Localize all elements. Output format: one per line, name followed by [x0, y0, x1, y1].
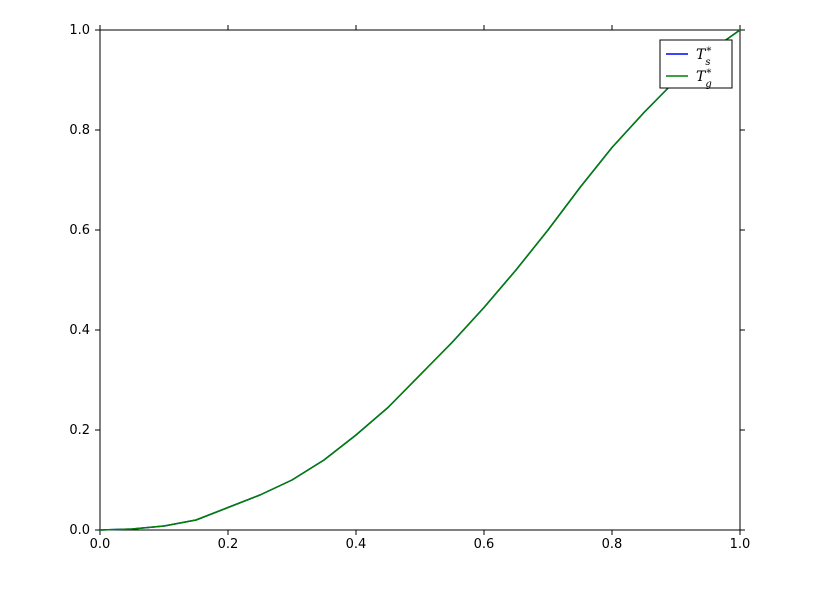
y-tick-label: 0.2 [69, 423, 90, 438]
x-tick-label: 0.0 [90, 537, 111, 552]
y-tick-label: 0.0 [69, 523, 90, 538]
y-tick-label: 0.4 [69, 323, 90, 338]
y-tick-label: 1.0 [69, 23, 90, 38]
x-tick-label: 1.0 [730, 537, 751, 552]
legend: T*sT*g [660, 40, 732, 90]
line-chart-figure: 0.0 0.2 0.4 0.6 0.8 1.0 0.0 0.2 0.4 0.6 0.8 1.0 T*sT… [0, 0, 820, 600]
y-tick-label: 0.6 [69, 223, 90, 238]
x-tick-label: 0.6 [474, 537, 495, 552]
chart-svg: 0.0 0.2 0.4 0.6 0.8 1.0 0.0 0.2 0.4 0.6 0.8 1.0 T*sT… [0, 0, 820, 600]
y-tick-label: 0.8 [69, 123, 90, 138]
x-tick-label: 0.4 [346, 537, 367, 552]
x-tick-label: 0.2 [218, 537, 239, 552]
x-tick-label: 0.8 [602, 537, 623, 552]
